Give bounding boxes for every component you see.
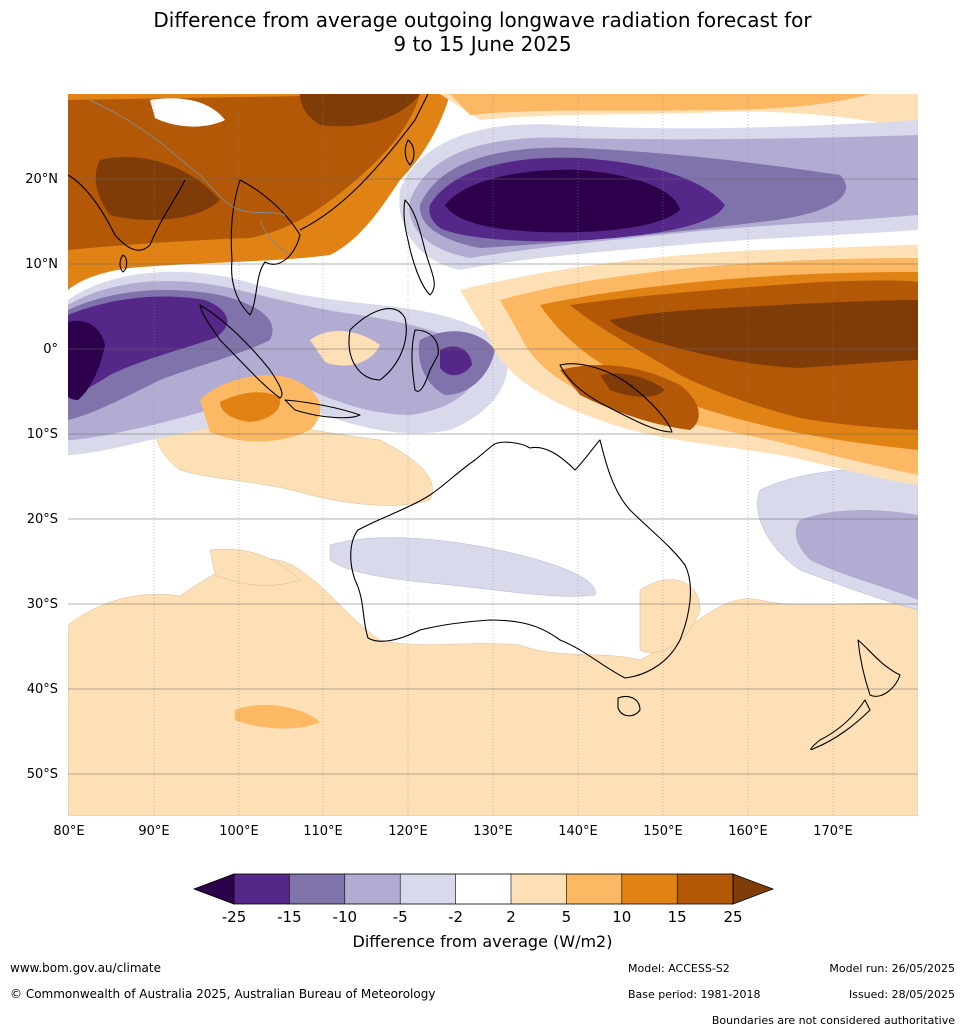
sri-lanka-coastline bbox=[119, 254, 128, 273]
anomaly-china-darkbrown bbox=[300, 94, 420, 127]
title-line-2: 9 to 15 June 2025 bbox=[393, 32, 572, 56]
lon-label: 100°E bbox=[219, 824, 259, 839]
lat-label: 10°N bbox=[25, 257, 58, 272]
anomaly-png-darkbrown bbox=[600, 373, 665, 397]
australia-coastline bbox=[350, 439, 691, 679]
anomaly-east-oz bbox=[639, 579, 701, 653]
anomaly-io-darkest bbox=[68, 320, 105, 400]
sumatra-coastline bbox=[199, 304, 283, 399]
anomaly-sulawesi-deeppurple bbox=[440, 346, 472, 376]
colorbar-outline bbox=[233, 873, 734, 905]
colorbar-tick-label: 10 bbox=[612, 908, 631, 926]
lon-label: 160°E bbox=[728, 824, 768, 839]
anomaly-java-darkorange bbox=[220, 392, 281, 422]
anomaly-wpac-darkest bbox=[445, 169, 680, 233]
title-line-1: Difference from average outgoing longwav… bbox=[153, 8, 812, 32]
lon-label: 120°E bbox=[388, 824, 428, 839]
colorbar-swatch bbox=[566, 874, 622, 904]
anomaly-north-pacific-orange bbox=[450, 94, 870, 115]
colorbar-tick-label: -25 bbox=[222, 908, 247, 926]
coastlines bbox=[68, 94, 901, 751]
lat-label: 0° bbox=[43, 342, 58, 357]
anomaly-asia-darkbrown bbox=[95, 156, 220, 220]
lat-label: 40°S bbox=[27, 682, 58, 697]
lon-label: 140°E bbox=[558, 824, 598, 839]
colorbar-tick-label: -2 bbox=[448, 908, 463, 926]
base-period: Base period: 1981-2018 bbox=[628, 988, 761, 1001]
new-guinea-coastline bbox=[559, 363, 673, 433]
colorbar-swatch bbox=[677, 874, 733, 904]
java-coastline bbox=[284, 399, 361, 419]
colorbar-swatch bbox=[400, 874, 456, 904]
taiwan-coastline bbox=[404, 139, 415, 166]
anomaly-australia-lilac bbox=[329, 537, 596, 597]
colorbar-swatch bbox=[344, 874, 401, 904]
graticule-parallels bbox=[68, 178, 918, 775]
lon-label: 150°E bbox=[643, 824, 683, 839]
lon-label: 80°E bbox=[53, 824, 84, 839]
anomaly-tibet-white bbox=[150, 98, 225, 127]
copyright-notice: © Commonwealth of Australia 2025, Austra… bbox=[10, 987, 436, 1001]
colorbar-swatch bbox=[289, 874, 345, 904]
anomaly-io-deeppurple bbox=[68, 296, 228, 398]
issued-date: Issued: 28/05/2025 bbox=[848, 988, 955, 1001]
anomaly-field bbox=[68, 94, 918, 816]
colorbar-tick-label: -15 bbox=[277, 908, 302, 926]
colorbar-swatch bbox=[621, 874, 678, 904]
lat-label: 50°S bbox=[27, 767, 58, 782]
model-name: Model: ACCESS-S2 bbox=[628, 962, 730, 975]
boundaries-disclaimer: Boundaries are not considered authoritat… bbox=[711, 1014, 955, 1027]
indochina-coastline bbox=[230, 179, 301, 316]
lon-label: 170°E bbox=[813, 824, 853, 839]
lon-label: 90°E bbox=[138, 824, 169, 839]
china-coastline bbox=[299, 94, 429, 231]
lon-label: 130°E bbox=[473, 824, 513, 839]
philippines-coastline bbox=[403, 199, 435, 296]
border-line bbox=[199, 174, 286, 216]
map-title: Difference from average outgoing longwav… bbox=[0, 8, 965, 56]
colorbar-tick-label: 25 bbox=[723, 908, 742, 926]
colorbar-swatch bbox=[234, 874, 290, 904]
website-link[interactable]: www.bom.gov.au/climate bbox=[10, 961, 161, 975]
colorbar-tick-label: -5 bbox=[393, 908, 408, 926]
border-line bbox=[259, 219, 291, 256]
lon-label: 110°E bbox=[303, 824, 343, 839]
colorbar-tick-label: 2 bbox=[506, 908, 516, 926]
colorbar-tick-label: 15 bbox=[668, 908, 687, 926]
latitude-labels: 20°N 10°N 0° 10°S 20°S 30°S 40°S 50°S bbox=[25, 172, 58, 782]
graticule bbox=[153, 94, 834, 816]
tasmania-coastline bbox=[617, 695, 641, 717]
anomaly-eq-pacific-darkbrown bbox=[610, 300, 918, 368]
colorbar-tick-label: -10 bbox=[333, 908, 358, 926]
india-coastline bbox=[68, 174, 186, 251]
sulawesi-coastline bbox=[411, 329, 439, 392]
colorbar-title: Difference from average (W/m2) bbox=[352, 932, 613, 951]
lat-label: 10°S bbox=[27, 427, 58, 442]
colorbar-arrow-low bbox=[192, 873, 235, 905]
lat-label: 20°S bbox=[27, 512, 58, 527]
lat-label: 20°N bbox=[25, 172, 58, 187]
anomaly-southern-patch bbox=[235, 704, 320, 729]
anomaly-png-brown bbox=[560, 365, 699, 430]
colorbar: -25 -15 -10 -5 -2 2 5 10 15 25 bbox=[192, 873, 775, 926]
anomaly-sw-pacific-inner bbox=[795, 510, 918, 600]
anomaly-southern-ocean bbox=[68, 558, 918, 816]
new-zealand-north bbox=[857, 639, 901, 697]
anomaly-maritime-lightorange bbox=[310, 330, 380, 366]
country-borders bbox=[89, 99, 291, 256]
lat-label: 30°S bbox=[27, 597, 58, 612]
colorbar-swatch bbox=[455, 874, 511, 904]
longitude-labels: 80°E 90°E 100°E 110°E 120°E 130°E 140°E … bbox=[53, 824, 852, 839]
anomaly-west-oz bbox=[209, 548, 301, 586]
border-line bbox=[89, 99, 201, 176]
borneo-coastline bbox=[348, 308, 407, 381]
colorbar-swatch bbox=[511, 874, 567, 904]
new-zealand-south bbox=[810, 699, 871, 751]
model-run-date: Model run: 26/05/2025 bbox=[829, 962, 955, 975]
colorbar-tick-label: 5 bbox=[562, 908, 572, 926]
colorbar-arrow-high bbox=[732, 873, 775, 905]
